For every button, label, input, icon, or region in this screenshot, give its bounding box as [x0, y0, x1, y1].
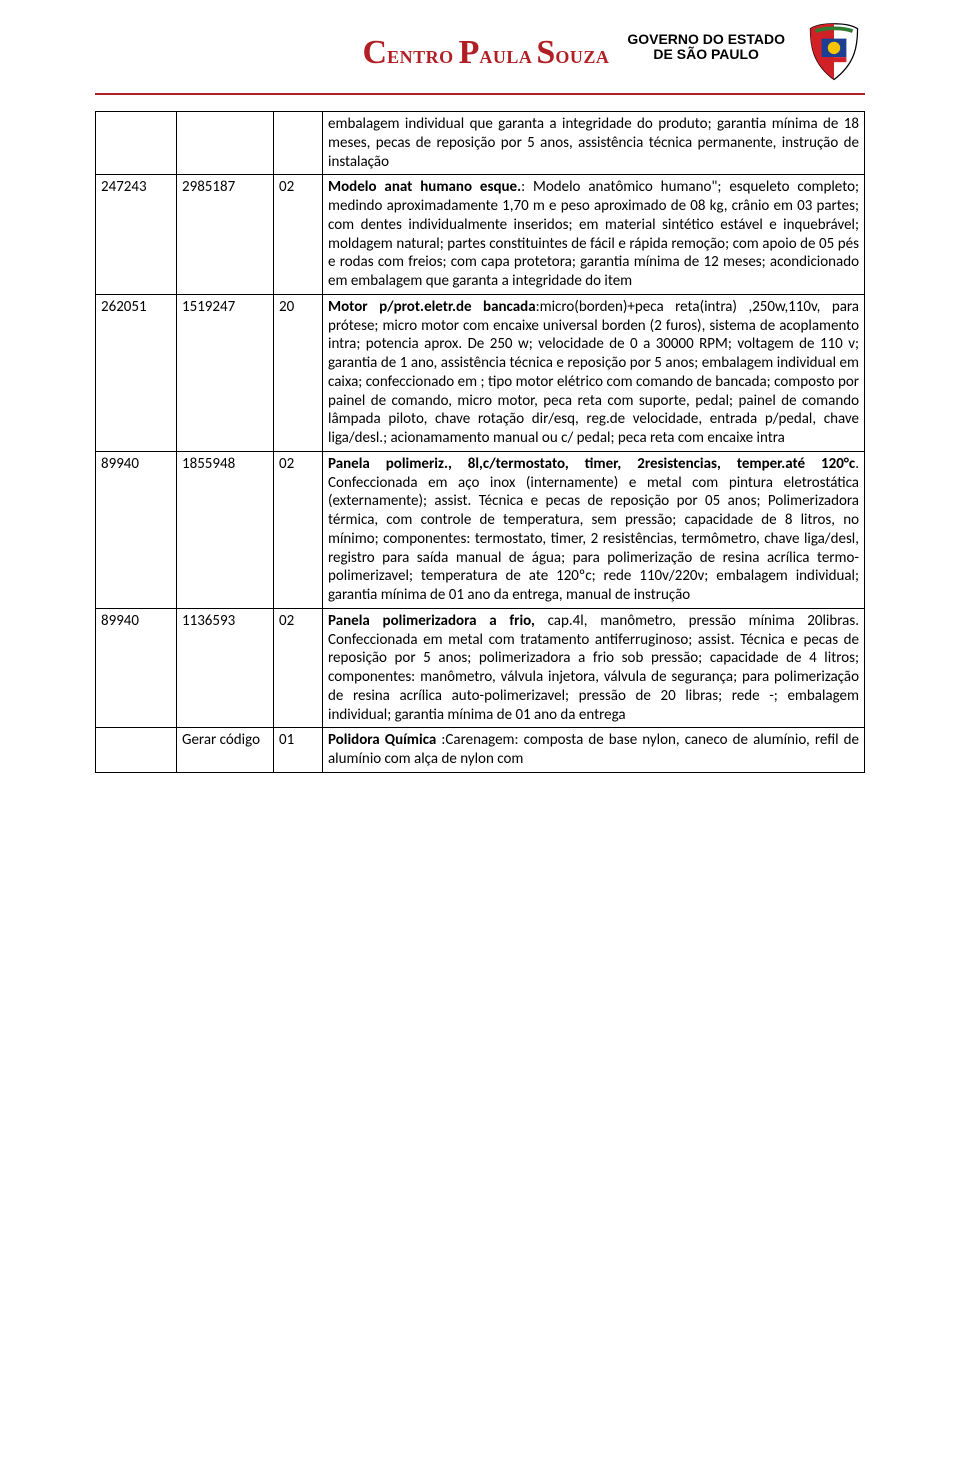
desc-bold: Modelo anat humano esque. — [328, 178, 521, 196]
cps-logo-cap3: S — [536, 34, 555, 71]
table-row: 89940 1136593 02 Panela polimerizadora a… — [96, 608, 865, 728]
cps-logo-text2: AULA — [479, 47, 536, 67]
header-divider — [95, 93, 865, 95]
desc-bold: Polidora Química — [328, 731, 436, 749]
cell-qtd: 02 — [274, 451, 323, 608]
gov-line1: GOVERNO DO ESTADO — [627, 32, 785, 47]
items-table-body: embalagem individual que garanta a integ… — [96, 112, 865, 773]
cell-desc: Panela polimerizadora a frio, cap.4l, ma… — [323, 608, 865, 728]
table-row: Gerar código 01 Polidora Química :Carena… — [96, 728, 865, 773]
cell-cod2 — [177, 112, 274, 175]
desc-bold: Panela polimeriz., 8l,c/termostato, time… — [328, 455, 855, 473]
cell-cod2: 1519247 — [177, 294, 274, 451]
cps-logo-cap: C — [363, 34, 388, 71]
table-row: 247243 2985187 02 Modelo anat humano esq… — [96, 175, 865, 295]
cell-qtd: 02 — [274, 175, 323, 295]
cell-cod2: 1855948 — [177, 451, 274, 608]
cell-cod1 — [96, 728, 177, 773]
table-row: 89940 1855948 02 Panela polimeriz., 8l,c… — [96, 451, 865, 608]
desc-bold: Motor p/prot.eletr.de bancada — [328, 298, 536, 316]
cell-qtd — [274, 112, 323, 175]
cps-logo-text3: OUZA — [555, 47, 609, 67]
cps-logo-text: ENTRO — [387, 47, 459, 67]
state-shield-icon — [803, 20, 865, 87]
table-row: embalagem individual que garanta a integ… — [96, 112, 865, 175]
cell-cod1 — [96, 112, 177, 175]
cell-cod1: 89940 — [96, 608, 177, 728]
cell-desc: Panela polimeriz., 8l,c/termostato, time… — [323, 451, 865, 608]
cell-cod1: 262051 — [96, 294, 177, 451]
page-header: CENTRO PAULA SOUZA GOVERNO DO ESTADO DE … — [95, 20, 865, 87]
cell-cod2: 2985187 — [177, 175, 274, 295]
desc-rest: . Confeccionada em aço inox (internament… — [328, 455, 859, 604]
cell-cod1: 247243 — [96, 175, 177, 295]
cell-cod1: 89940 — [96, 451, 177, 608]
cell-desc: Polidora Química :Carenagem: composta de… — [323, 728, 865, 773]
cell-desc: embalagem individual que garanta a integ… — [323, 112, 865, 175]
cell-desc: Modelo anat humano esque.: Modelo anatôm… — [323, 175, 865, 295]
shield-svg — [803, 20, 865, 82]
cps-logo: CENTRO PAULA SOUZA — [363, 34, 610, 72]
gov-text-block: GOVERNO DO ESTADO DE SÃO PAULO — [627, 32, 785, 61]
cps-logo-cap2: P — [459, 34, 480, 71]
items-table: embalagem individual que garanta a integ… — [95, 111, 865, 773]
desc-bold: Panela polimerizadora a frio, — [328, 612, 535, 630]
desc-rest: :micro(borden)+peca reta(intra) ,250w,11… — [328, 298, 859, 447]
gov-line2: DE SÃO PAULO — [627, 47, 785, 62]
cell-desc: Motor p/prot.eletr.de bancada:micro(bord… — [323, 294, 865, 451]
cell-qtd: 02 — [274, 608, 323, 728]
cell-qtd: 20 — [274, 294, 323, 451]
cell-qtd: 01 — [274, 728, 323, 773]
table-row: 262051 1519247 20 Motor p/prot.eletr.de … — [96, 294, 865, 451]
desc-text: embalagem individual que garanta a integ… — [328, 115, 859, 171]
document-page: CENTRO PAULA SOUZA GOVERNO DO ESTADO DE … — [0, 0, 960, 793]
cell-cod2: 1136593 — [177, 608, 274, 728]
cell-cod2: Gerar código — [177, 728, 274, 773]
